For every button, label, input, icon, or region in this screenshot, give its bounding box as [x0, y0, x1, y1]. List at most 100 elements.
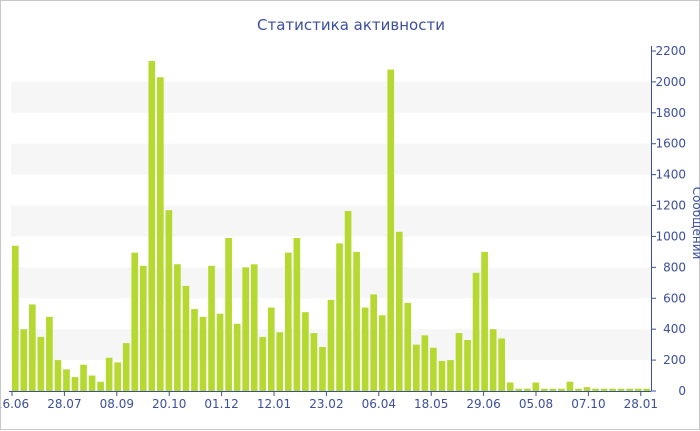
y-tick-label: 2000 [655, 75, 686, 89]
x-tick-label: 05.08 [519, 397, 553, 411]
bar [267, 307, 275, 391]
bar [216, 313, 224, 391]
bar [600, 388, 608, 391]
grid-band [11, 267, 651, 299]
bar [413, 344, 420, 391]
bar [566, 381, 574, 391]
bar [20, 329, 28, 391]
bar [122, 343, 130, 391]
bar [370, 294, 377, 391]
bar [549, 388, 557, 391]
bar [404, 302, 412, 391]
y-tick-label: 600 [663, 291, 686, 305]
bar [617, 388, 625, 391]
grid-bands [11, 81, 651, 361]
bar [336, 243, 343, 391]
bar [583, 387, 591, 391]
bar [481, 251, 488, 391]
chart-title: Статистика активности [257, 16, 445, 34]
y-tick-label: 1800 [655, 106, 686, 120]
grid-band [11, 143, 651, 175]
bar [430, 347, 437, 391]
bar [131, 252, 139, 391]
x-tick-label: 23.02 [309, 397, 343, 411]
y-ticks: 0 200 400 600 800 1000 1200 1400 1600 1800 2000 220… [651, 44, 686, 398]
bar [276, 332, 284, 391]
bar [182, 285, 190, 391]
bar [558, 388, 565, 391]
bar [139, 265, 147, 391]
bar [523, 388, 531, 391]
bar [634, 388, 642, 391]
x-tick-label: 16.06 [1, 397, 29, 411]
x-tick-label: 08.09 [100, 397, 134, 411]
bar [174, 264, 181, 391]
bar [293, 238, 301, 391]
bar [447, 360, 454, 391]
bar [395, 231, 403, 391]
bar [353, 251, 360, 391]
bar [250, 264, 258, 391]
bar [609, 388, 616, 391]
bar [208, 265, 215, 391]
bar [541, 388, 548, 391]
bar [157, 77, 164, 392]
grid-band [11, 205, 651, 237]
y-tick-label: 800 [663, 260, 686, 274]
bar [387, 69, 395, 392]
bar [575, 388, 582, 391]
y-tick-label: 200 [663, 353, 686, 367]
x-tick-label: 01.12 [204, 397, 238, 411]
bar [225, 238, 232, 391]
bar [378, 315, 386, 391]
bar [310, 333, 318, 391]
bar [421, 335, 429, 391]
x-tick-label: 07.10 [571, 397, 605, 411]
y-tick-label: 1000 [655, 229, 686, 243]
bar [438, 360, 446, 391]
y-axis-title: Сообщений [690, 187, 700, 260]
x-ticks: 16.06 28.07 08.09 20.10 01.12 12.01 23.02 06.04… [1, 391, 658, 411]
bars [11, 61, 651, 392]
y-tick-label: 1200 [655, 199, 686, 213]
bar [472, 272, 480, 391]
bar [515, 388, 523, 391]
bar [643, 388, 651, 391]
y-tick-label: 1600 [655, 137, 686, 151]
bar [46, 316, 53, 391]
axes [9, 46, 652, 392]
bar [455, 333, 463, 391]
bar [498, 338, 505, 391]
x-tick-label: 29.06 [466, 397, 500, 411]
bar [361, 307, 369, 391]
bar [63, 369, 70, 391]
bar [233, 323, 241, 391]
bar [319, 346, 326, 391]
bar [88, 375, 96, 391]
x-tick-label: 20.10 [152, 397, 186, 411]
bar [285, 252, 292, 391]
bar [259, 336, 267, 391]
bar [506, 382, 514, 391]
bar [242, 267, 249, 391]
bar [37, 336, 45, 391]
bar [592, 388, 599, 391]
bar [54, 360, 62, 391]
y-tick-label: 400 [663, 322, 686, 336]
bar [80, 364, 87, 391]
x-tick-label: 18.05 [414, 397, 448, 411]
bar [71, 377, 79, 391]
bar [199, 316, 207, 391]
bar [105, 357, 113, 391]
y-tick-label: 1400 [655, 168, 686, 182]
bar [532, 382, 540, 391]
bar [489, 329, 497, 391]
bar [114, 362, 121, 391]
bar [327, 299, 335, 391]
x-tick-label: 12.01 [257, 397, 291, 411]
bar [626, 388, 633, 391]
bar [344, 210, 352, 391]
x-tick-label: 28.01 [624, 397, 658, 411]
